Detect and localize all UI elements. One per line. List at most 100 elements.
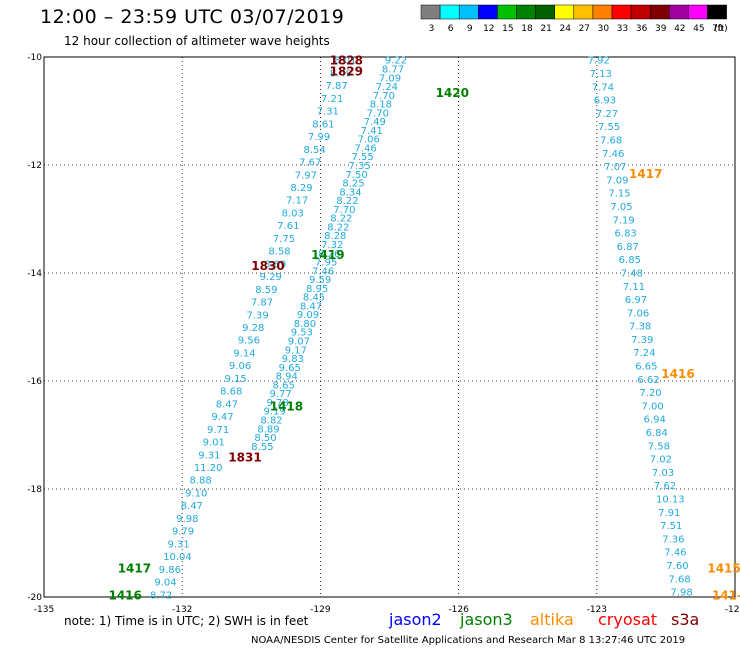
- y-tick-label: -10: [27, 53, 42, 63]
- legend-swatch: [516, 4, 536, 20]
- legend-bin-label: 39: [655, 24, 667, 34]
- legend-bin-label: 15: [502, 24, 513, 34]
- swh-data-label: 9.19: [263, 407, 285, 418]
- legend-swatch: [611, 4, 632, 20]
- swh-data-label: 6.97: [625, 295, 647, 306]
- swh-data-label: 7.13: [590, 69, 612, 80]
- plot-frame: [43, 56, 736, 598]
- swh-data-label: 9.71: [207, 425, 229, 436]
- pass-time-label: 1417: [629, 167, 662, 181]
- swh-data-label: 8.55: [251, 442, 273, 453]
- satellite-legend-altika: altika: [530, 610, 574, 629]
- swh-data-label: 7.49: [364, 117, 386, 128]
- legend-swatch: [707, 4, 727, 20]
- swh-data-label: 8.61: [312, 119, 334, 130]
- swh-data-label: 7.51: [660, 521, 682, 532]
- swh-data-label: 9.31: [198, 450, 220, 461]
- swh-data-label: 7.87: [325, 81, 347, 92]
- legend-bin-label: 18: [521, 24, 533, 34]
- swh-data-label: 8.82: [260, 415, 282, 426]
- swh-data-label: 6.93: [594, 96, 616, 107]
- swh-data-label: 7.20: [639, 388, 661, 399]
- swh-data-label: 8.45: [303, 293, 325, 304]
- swh-data-label: 7.24: [376, 82, 398, 93]
- legend-bin-label: 70: [712, 24, 724, 34]
- swh-data-label: 7.99: [308, 132, 330, 143]
- swh-data-label: 7.32: [321, 240, 343, 251]
- swh-data-label: 7.62: [654, 481, 676, 492]
- swh-data-label: 9.78: [266, 398, 288, 409]
- satellite-legend-s3a: s3a: [671, 610, 699, 629]
- legend-bin-label: 30: [598, 24, 610, 34]
- swh-data-label: 7.27: [596, 109, 618, 120]
- swh-data-label: 7.46: [664, 548, 686, 559]
- swh-data-label: 9.06: [229, 361, 251, 372]
- swh-data-label: 9.22: [385, 56, 407, 67]
- swh-data-label: 7.48: [621, 268, 643, 279]
- swh-data-label: 8.22: [330, 214, 352, 225]
- legend-swatch: [669, 4, 689, 20]
- swh-data-label: 7.31: [317, 107, 339, 118]
- swh-data-label: 7.35: [348, 161, 370, 172]
- swh-data-label: 6.94: [644, 415, 666, 426]
- swh-data-label: 7.41: [361, 126, 383, 137]
- pass-time-label: 1419: [311, 248, 344, 262]
- swh-data-label: 7.46: [355, 143, 377, 154]
- legend-swatch: [535, 4, 555, 20]
- pass-time-label: 1829: [330, 65, 363, 79]
- swh-data-label: 7.98: [671, 588, 693, 599]
- swh-data-label: 7.38: [629, 322, 651, 333]
- swh-data-label: 7.68: [600, 135, 622, 146]
- pass-time-label: 1417: [118, 561, 151, 575]
- legend-bin-label: 21: [540, 24, 551, 34]
- chart-title: 12:00 – 23:59 UTC 03/07/2019: [40, 6, 345, 28]
- swh-data-label: 7.03: [652, 468, 674, 479]
- swh-data-label: 8.88: [189, 476, 211, 487]
- swh-data-label: 10.04: [163, 552, 192, 563]
- swh-data-label: 8.49: [330, 68, 352, 79]
- legend-bin-label: 36: [636, 24, 648, 34]
- swh-data-label: 6.62: [637, 375, 659, 386]
- chart-subtitle: 12 hour collection of altimeter wave hei…: [64, 34, 330, 48]
- swh-data-label: 8.47: [181, 501, 203, 512]
- swh-data-label: 8.59: [255, 285, 277, 296]
- pass-time-label: 1418: [270, 399, 303, 413]
- pass-time-label: 1415: [707, 561, 740, 575]
- pass-time-label: 1416: [108, 588, 141, 602]
- swh-data-label: 7.05: [610, 202, 632, 213]
- swh-data-label: 6.85: [619, 255, 641, 266]
- swh-data-label: 8.28: [324, 231, 346, 242]
- swh-data-label: 8.47: [300, 301, 322, 312]
- swh-data-label: 8.25: [342, 179, 364, 190]
- swh-data-label: 7.07: [604, 162, 626, 173]
- swh-data-label: 8.80: [294, 319, 316, 330]
- swh-data-label: 8.50: [254, 433, 276, 444]
- swh-data-label: 7.97: [295, 170, 317, 181]
- legend-bin-label: 6: [448, 24, 454, 34]
- swh-data-label: 7.46: [312, 266, 334, 277]
- swh-data-label: 7.46: [602, 149, 624, 160]
- swh-data-label: 7.70: [373, 91, 395, 102]
- swh-data-label: 8.58: [268, 247, 290, 258]
- swh-data-label: 8.95: [306, 284, 328, 295]
- swh-data-label: 9.86: [159, 565, 181, 576]
- swh-data-label: 9.10: [185, 488, 207, 499]
- swh-data-label: 8.01: [334, 56, 356, 67]
- swh-data-label: 9.47: [211, 412, 233, 423]
- satellite-legend-jason2: jason2: [388, 610, 442, 629]
- legend-bin-label: 24: [559, 24, 571, 34]
- legend-bin-label: 12: [483, 24, 494, 34]
- legend-bin-label: 27: [579, 24, 590, 34]
- swh-data-label: 7.67: [299, 158, 321, 169]
- swh-data-label: 6.87: [617, 242, 639, 253]
- legend-bin-label: 33: [617, 24, 628, 34]
- swh-data-label: 9.56: [238, 336, 260, 347]
- swh-data-label: 8.54: [304, 145, 326, 156]
- pass-time-label: 1831: [228, 451, 261, 465]
- swh-data-label: 9.31: [168, 539, 190, 550]
- swh-data-label: 7.92: [588, 56, 610, 67]
- swh-data-label: 7.36: [662, 534, 684, 545]
- swh-data-label: 8.77: [382, 64, 404, 75]
- pass-time-label: 1828: [330, 54, 363, 68]
